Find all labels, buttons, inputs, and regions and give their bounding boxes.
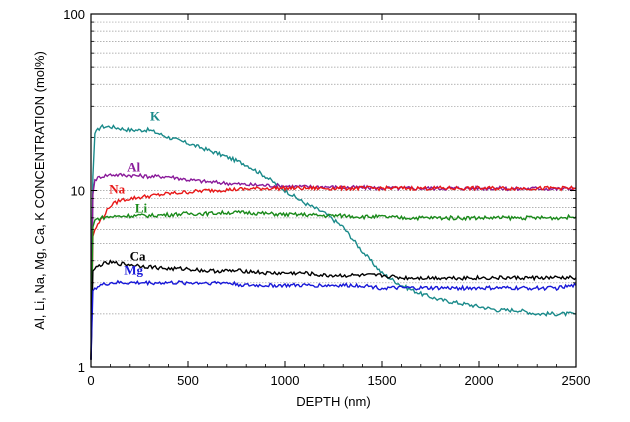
series-line-ca (90, 259, 577, 360)
series-label-mg: Mg (124, 262, 143, 277)
series-label-li: Li (135, 201, 148, 216)
series-lines (90, 123, 577, 360)
y-tick-label: 1 (78, 360, 85, 375)
x-axis-label: DEPTH (nm) (296, 394, 370, 409)
series-label-al: Al (127, 160, 140, 175)
series-line-na (90, 184, 576, 360)
series-label-na: Na (109, 182, 125, 197)
series-line-mg (90, 279, 577, 360)
series-line-li (90, 209, 577, 360)
gridlines (91, 21, 576, 315)
series-label-k: K (150, 108, 161, 123)
series-line-al (90, 172, 577, 360)
y-tick-label: 100 (63, 7, 85, 22)
y-tick-label: 10 (71, 184, 85, 199)
series-line-k (90, 123, 577, 360)
axes: 0 500 1000 1500 2000 2500 1 10 100 (63, 7, 590, 388)
x-tick-label: 1500 (368, 373, 397, 388)
x-tick-label: 2500 (562, 373, 591, 388)
series-label-ca: Ca (130, 249, 146, 264)
x-tick-label: 1000 (271, 373, 300, 388)
y-axis-label: Al, Li, Na, Mg, Ca, K CONCENTRATION (mol… (32, 51, 47, 330)
x-tick-label: 2000 (465, 373, 494, 388)
x-tick-label: 0 (87, 373, 94, 388)
x-tick-label: 500 (177, 373, 199, 388)
